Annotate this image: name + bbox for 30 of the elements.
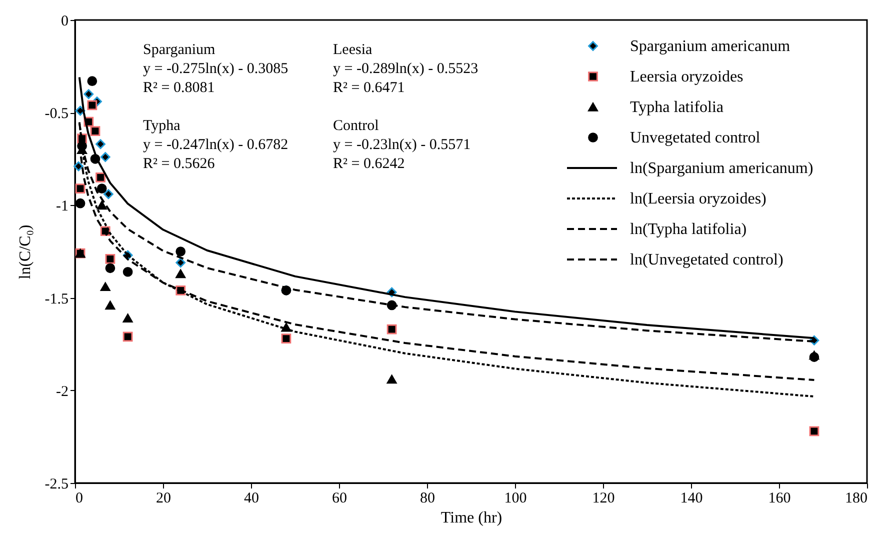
x-tick-label: 160	[768, 490, 791, 506]
legend-label: Leersia oryzoides	[630, 68, 744, 86]
x-tick-label: 120	[592, 490, 615, 506]
x-axis-title: Time (hr)	[440, 510, 502, 526]
y-tick-label: -0.5	[44, 106, 68, 122]
annotation: Sparganium y = -0.275ln(x) - 0.3085 R² = 0.8081	[143, 42, 288, 96]
x-tick-label: 20	[156, 490, 171, 506]
annotation: Control y = -0.23ln(x) - 0.5571 R² = 0.6242	[333, 118, 471, 172]
x-tick-label: 0	[76, 490, 83, 506]
legend-label: Typha latifolia	[630, 99, 724, 116]
legend-label: ln(Typha latifolia)	[630, 221, 747, 238]
annotation: Leesia y = -0.289ln(x) - 0.5523 R² = 0.6471	[333, 42, 478, 96]
y-axis-title: ln(C/C₀)	[16, 224, 34, 280]
y-tick-label: 0	[61, 14, 68, 30]
y-tick-label: -2	[56, 384, 68, 400]
annotation: Typha y = -0.247ln(x) - 0.6782 R² = 0.5626	[143, 118, 288, 172]
x-tick-label: 140	[680, 490, 703, 506]
y-tick-label: -1.5	[44, 291, 68, 308]
legend-label: ln(Unvegetated control)	[630, 252, 784, 268]
y-tick-label: -1	[56, 198, 68, 215]
x-tick-label: 100	[504, 490, 527, 506]
x-tick-label: 80	[420, 490, 435, 506]
y-tick-label: -2.5	[44, 476, 68, 492]
legend-label: ln(Sparganium americanum)	[630, 160, 814, 177]
legend-label: Unvegetated control	[630, 130, 761, 146]
legend-label: Sparganium americanum	[630, 38, 791, 55]
x-tick-label: 40	[244, 490, 259, 506]
legend-label: ln(Leersia oryzoides)	[630, 190, 766, 208]
x-tick-label: 180	[845, 490, 868, 506]
x-tick-label: 60	[332, 490, 347, 506]
